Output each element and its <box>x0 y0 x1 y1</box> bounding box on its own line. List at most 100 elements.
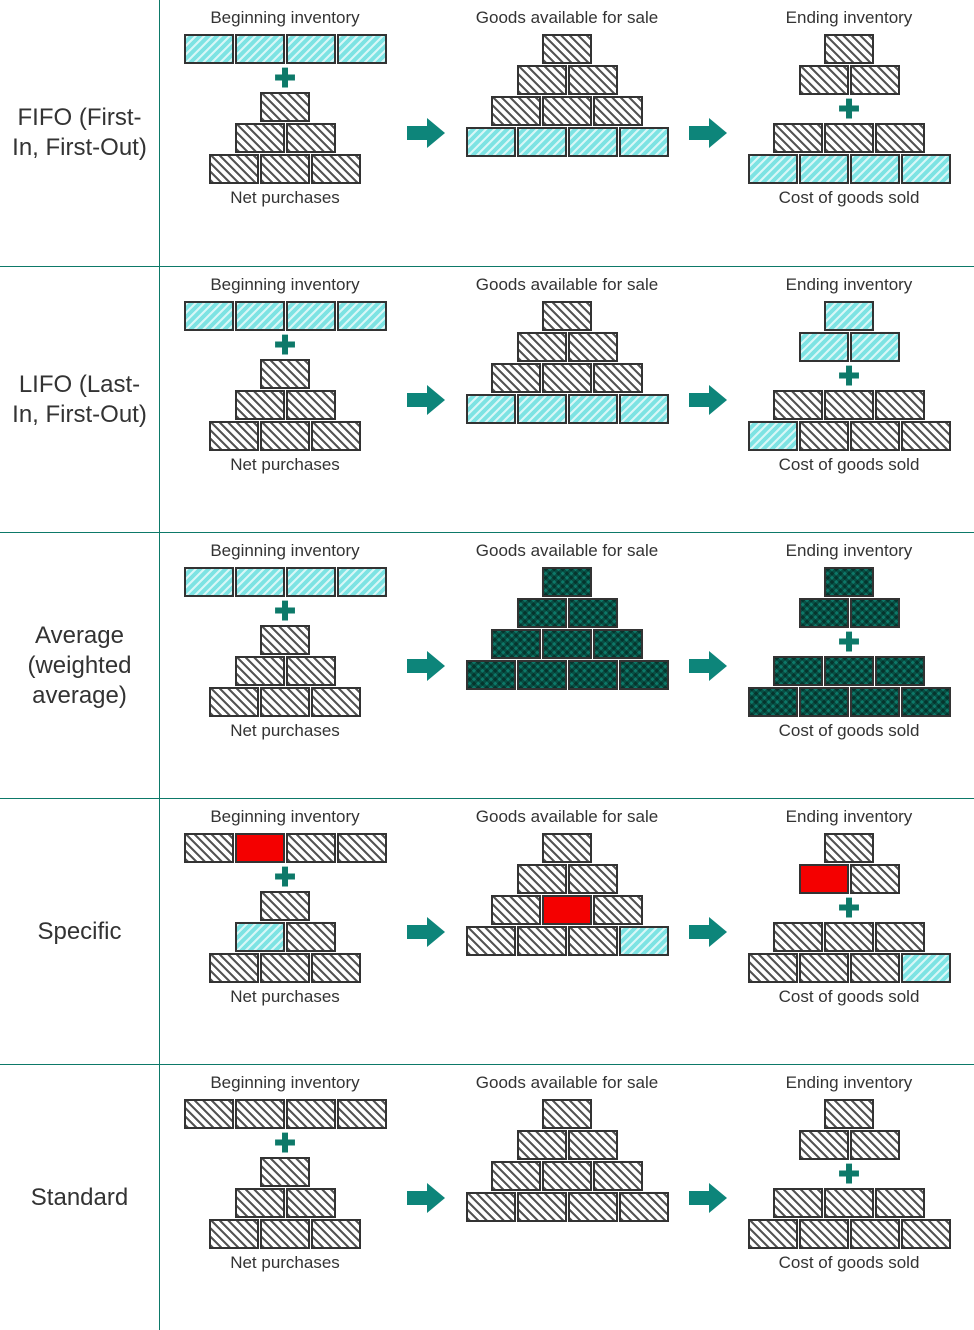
box-row <box>491 96 643 126</box>
box-row <box>773 390 925 420</box>
box-row <box>260 359 310 389</box>
inventory-box <box>619 660 669 690</box>
inventory-box <box>184 833 234 863</box>
box-stack: ✚ <box>748 833 951 983</box>
inventory-box <box>542 301 592 331</box>
box-stack: ✚ <box>184 567 387 717</box>
column-title: Goods available for sale <box>476 807 658 827</box>
plus-icon: ✚ <box>838 96 860 122</box>
inventory-box <box>773 123 823 153</box>
box-row <box>748 953 951 983</box>
inventory-box <box>773 656 823 686</box>
inventory-box <box>568 332 618 362</box>
box-row <box>773 123 925 153</box>
box-row <box>235 390 336 420</box>
inventory-box <box>824 1188 874 1218</box>
inventory-box <box>824 567 874 597</box>
box-stack <box>466 567 669 690</box>
arrow-column <box>406 541 446 790</box>
box-row <box>542 1099 592 1129</box>
inventory-box <box>517 127 567 157</box>
box-row <box>466 926 669 956</box>
inventory-box <box>850 687 900 717</box>
box-row <box>184 301 387 331</box>
column-title: Beginning inventory <box>210 541 359 561</box>
column-title: Ending inventory <box>786 275 913 295</box>
box-row <box>542 34 592 64</box>
inventory-box <box>568 65 618 95</box>
box-row <box>235 123 336 153</box>
inventory-box <box>235 567 285 597</box>
inventory-box <box>260 154 310 184</box>
inventory-box <box>466 394 516 424</box>
plus-icon: ✚ <box>274 598 296 624</box>
inventory-box <box>593 1161 643 1191</box>
inventory-box <box>568 864 618 894</box>
inventory-box <box>901 421 951 451</box>
column-title: Goods available for sale <box>476 541 658 561</box>
box-row <box>209 687 361 717</box>
box-row <box>491 363 643 393</box>
inventory-box <box>286 390 336 420</box>
box-row <box>517 65 618 95</box>
box-row <box>824 34 874 64</box>
inventory-box <box>235 123 285 153</box>
box-row <box>517 598 618 628</box>
column-below-label: Net purchases <box>230 1253 340 1273</box>
inventory-box <box>850 65 900 95</box>
box-row <box>517 1130 618 1160</box>
inventory-box <box>184 301 234 331</box>
inventory-box <box>824 390 874 420</box>
plus-icon: ✚ <box>274 332 296 358</box>
box-row <box>542 567 592 597</box>
arrow-column <box>688 541 728 790</box>
box-stack <box>466 833 669 956</box>
inventory-box <box>824 833 874 863</box>
inventory-box <box>568 1130 618 1160</box>
inventory-box <box>875 1188 925 1218</box>
box-row <box>491 629 643 659</box>
box-stack <box>466 34 669 157</box>
diagram-column: Beginning inventory✚Net purchases <box>164 807 406 1056</box>
inventory-box <box>593 363 643 393</box>
inventory-box <box>850 864 900 894</box>
inventory-box <box>542 567 592 597</box>
inventory-box <box>260 891 310 921</box>
box-row <box>209 1219 361 1249</box>
inventory-box <box>799 1219 849 1249</box>
plus-icon: ✚ <box>838 895 860 921</box>
inventory-box <box>850 154 900 184</box>
arrow-column <box>688 807 728 1056</box>
inventory-box <box>850 1219 900 1249</box>
inventory-box <box>235 922 285 952</box>
inventory-box <box>799 598 849 628</box>
box-row <box>824 1099 874 1129</box>
inventory-box <box>466 660 516 690</box>
inventory-box <box>901 1219 951 1249</box>
inventory-box <box>619 394 669 424</box>
inventory-box <box>184 1099 234 1129</box>
inventory-box <box>799 687 849 717</box>
inventory-box <box>491 96 541 126</box>
arrow-column <box>688 1073 728 1322</box>
diagram-column: Ending inventory✚Cost of goods sold <box>728 275 970 524</box>
inventory-box <box>235 833 285 863</box>
inventory-box <box>593 895 643 925</box>
arrow-icon <box>689 651 727 681</box>
method-label: LIFO (Last-In, First-Out) <box>0 266 160 532</box>
column-below-label: Cost of goods sold <box>779 987 920 1007</box>
box-stack: ✚ <box>748 567 951 717</box>
column-below-label: Cost of goods sold <box>779 1253 920 1273</box>
inventory-box <box>466 1192 516 1222</box>
inventory-box <box>260 1219 310 1249</box>
box-row <box>824 567 874 597</box>
arrow-column <box>688 8 728 258</box>
arrow-icon <box>407 651 445 681</box>
inventory-box <box>517 864 567 894</box>
box-row <box>824 301 874 331</box>
inventory-box <box>875 123 925 153</box>
diagram-column: Beginning inventory✚Net purchases <box>164 1073 406 1322</box>
inventory-box <box>748 953 798 983</box>
inventory-box <box>260 625 310 655</box>
box-row <box>260 625 310 655</box>
